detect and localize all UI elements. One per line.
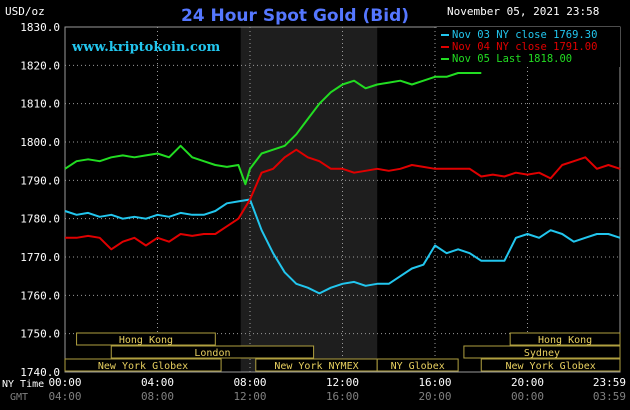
y-tick-label: 1830.0 bbox=[20, 21, 60, 34]
x-tick-label-gmt: 16:00 bbox=[326, 390, 359, 403]
x-tick-label-gmt: 08:00 bbox=[141, 390, 174, 403]
x-tick-label-ny: 16:00 bbox=[418, 376, 451, 389]
x-tick-label-gmt: 03:59 bbox=[593, 390, 626, 403]
y-tick-label: 1810.0 bbox=[20, 98, 60, 111]
legend-entry: Nov 04 NY close 1791.00 bbox=[452, 41, 597, 53]
x-tick-label-gmt: 20:00 bbox=[418, 390, 451, 403]
legend-entry: Nov 05 Last 1818.00 bbox=[452, 53, 572, 65]
series-line-3 bbox=[64, 72, 482, 186]
x-tick-label-ny: 20:00 bbox=[511, 376, 544, 389]
session-box bbox=[76, 332, 216, 346]
series-layer bbox=[64, 72, 621, 295]
series-line-1 bbox=[64, 198, 621, 295]
shaded-band-layer bbox=[240, 27, 378, 372]
session-label: New York NYMEX bbox=[274, 361, 358, 372]
y-tick-label: 1770.0 bbox=[20, 251, 60, 264]
session-box bbox=[376, 358, 459, 372]
plot-frame bbox=[64, 26, 621, 373]
watermark: www.kriptokoin.com bbox=[71, 40, 221, 55]
x-tick-label-ny: 12:00 bbox=[326, 376, 359, 389]
y-tick-label: 1790.0 bbox=[20, 174, 60, 187]
session-label: Hong Kong bbox=[119, 335, 173, 346]
axis-layer: 1740.0 1750.0 1760.0 1770.0 1780.0 1790.0 1800… bbox=[20, 21, 626, 403]
chart-title: 24 Hour Spot Gold (Bid) bbox=[181, 6, 409, 26]
legend-entry: Nov 03 NY close 1769.30 bbox=[452, 29, 597, 41]
y-tick-label: 1780.0 bbox=[20, 213, 60, 226]
session-label: NY Globex bbox=[391, 361, 445, 372]
x-tick-label-ny: 08:00 bbox=[233, 376, 266, 389]
gmt-label: GMT bbox=[10, 392, 28, 403]
session-label: New York Globex bbox=[505, 361, 595, 372]
units-label: USD/oz bbox=[5, 5, 45, 18]
y-tick-label: 1800.0 bbox=[20, 136, 60, 149]
x-tick-label-gmt: 00:00 bbox=[511, 390, 544, 403]
session-box bbox=[509, 332, 621, 346]
series-line-2 bbox=[65, 148, 621, 251]
y-tick-label: 1740.0 bbox=[20, 366, 60, 379]
y-tick-label: 1820.0 bbox=[20, 59, 60, 72]
session-box bbox=[463, 345, 621, 359]
x-tick-label-ny: 04:00 bbox=[141, 376, 174, 389]
x-tick-label-ny: 23:59 bbox=[593, 376, 626, 389]
session-box bbox=[480, 358, 621, 372]
grid-layer bbox=[64, 26, 621, 373]
session-label: London bbox=[194, 348, 230, 359]
ny-time-label: NY Time bbox=[2, 379, 44, 390]
session-label: New York Globex bbox=[98, 361, 188, 372]
session-label: Sydney bbox=[524, 348, 560, 359]
nymex-shaded-band bbox=[240, 27, 378, 372]
y-tick-label: 1750.0 bbox=[20, 328, 60, 341]
legend-box bbox=[437, 27, 620, 67]
market-sessions-layer: Hong Kong Hong Kong London Sydney New York G… bbox=[64, 332, 621, 372]
x-tick-label-gmt: 12:00 bbox=[233, 390, 266, 403]
session-box bbox=[110, 345, 315, 359]
x-tick-label-gmt: 04:00 bbox=[48, 390, 81, 403]
datetime-stamp: November 05, 2021 23:58 bbox=[447, 5, 599, 18]
session-label: Hong Kong bbox=[538, 335, 592, 346]
y-tick-label: 1760.0 bbox=[20, 289, 60, 302]
x-tick-label-ny: 00:00 bbox=[48, 376, 81, 389]
session-box bbox=[64, 358, 222, 372]
